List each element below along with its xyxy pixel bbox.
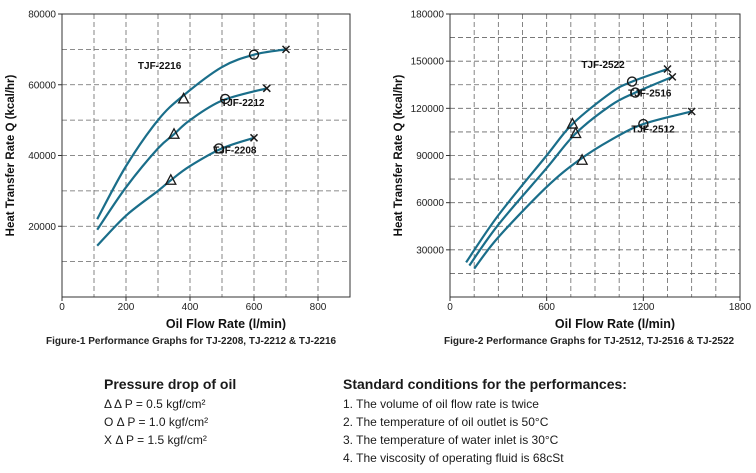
y-axis-label: Heat Transfer Rate Q (kcal/hr)	[393, 74, 405, 236]
marker-triangle-tjf-2512	[576, 153, 589, 165]
marker-x-tjf-2216	[281, 45, 291, 54]
x-axis-label: Oil Flow Rate (l/min)	[555, 317, 675, 330]
y-tick-label: 90000	[416, 151, 444, 162]
marker-triangle-tjf-2516	[569, 126, 582, 139]
condition-item: 2. The temperature of oil outlet is 50°C	[343, 415, 549, 429]
x-tick-label: 200	[118, 302, 135, 313]
series-label-tjf-2522: TJF-2522	[581, 60, 625, 71]
x-tick-label: 600	[538, 302, 555, 313]
marker-circle-tjf-2216	[248, 49, 260, 60]
series-line-tjf-2216	[96, 48, 287, 220]
grid	[450, 14, 740, 297]
y-tick-label: 120000	[411, 104, 445, 115]
marker-x-tjf-2516	[668, 72, 677, 81]
grid	[62, 14, 350, 297]
figure-2-caption: Figure-2 Performance Graphs for TJ-2512,…	[444, 336, 735, 347]
y-tick-label: 20000	[28, 222, 56, 233]
series-label-tjf-2212: TJF-2212	[221, 98, 265, 109]
marker-circle-tjf-2212	[219, 93, 231, 105]
x-tick-label: 800	[310, 302, 327, 313]
marker-x-tjf-2208	[249, 133, 259, 142]
series-line-tjf-2522	[465, 67, 668, 264]
marker-x-tjf-2522	[663, 64, 672, 74]
marker-triangle-tjf-2212	[167, 127, 181, 139]
y-tick-label: 60000	[28, 80, 56, 91]
marker-circle-tjf-2512	[638, 118, 649, 130]
x-tick-label: 1800	[729, 302, 752, 313]
pressure-drop-line-x: X Δ P = 1.5 kgf/cm²	[104, 433, 207, 447]
condition-item: 1. The volume of oil flow rate is twice	[343, 397, 539, 411]
x-tick-label: 0	[59, 302, 65, 313]
pressure-drop-legend: Pressure drop of oil Δ Δ P = 0.5 kgf/cm²…	[104, 376, 236, 449]
standard-conditions-title: Standard conditions for the performances…	[343, 376, 627, 392]
y-tick-label: 80000	[28, 10, 56, 21]
performance-chart-2: 0 600 1200 1800 30000 60000 90000 120000 150000 1…	[393, 10, 752, 331]
y-tick-label: 150000	[411, 57, 445, 68]
pressure-drop-line-triangle: Δ Δ P = 0.5 kgf/cm²	[104, 397, 206, 411]
x-tick-label: 1200	[632, 302, 655, 313]
series-label-tjf-2208: TJF-2208	[213, 146, 257, 157]
x-tick-label: 0	[447, 302, 453, 313]
pressure-drop-title: Pressure drop of oil	[104, 376, 237, 392]
marker-x-tjf-2212	[262, 84, 271, 93]
series-label-tjf-2216: TJF-2216	[138, 61, 182, 72]
x-tick-label: 600	[246, 302, 263, 313]
condition-item: 3. The temperature of water inlet is 30°…	[343, 433, 559, 447]
x-tick-label: 400	[182, 302, 199, 313]
y-tick-label: 30000	[416, 245, 444, 256]
marker-x-tjf-2512	[687, 107, 696, 116]
series-label-tjf-2516: TJF-2516	[628, 89, 672, 100]
marker-circle-tjf-2522	[626, 76, 638, 87]
figure-1-caption: Figure-1 Performance Graphs for TJ-2208,…	[46, 336, 337, 347]
marker-circle-tjf-2208	[213, 143, 225, 154]
pressure-drop-line-circle: O Δ P = 1.0 kgf/cm²	[104, 415, 209, 429]
y-tick-label: 180000	[411, 10, 445, 21]
y-tick-label: 60000	[416, 198, 444, 209]
series-label-tjf-2512: TJF-2512	[631, 125, 675, 136]
x-axis-label: Oil Flow Rate (l/min)	[166, 317, 286, 330]
performance-chart-1: 0 200 400 600 800 20000 40000 60000 80000 Oil Flo…	[5, 10, 351, 330]
marker-triangle-tjf-2208	[164, 173, 177, 185]
marker-circle-tjf-2516	[630, 87, 641, 98]
marker-triangle-tjf-2522	[566, 117, 579, 129]
y-axis-label: Heat Transfer Rate Q (kcal/hr)	[5, 74, 17, 236]
y-tick-label: 40000	[28, 151, 56, 162]
series-line-tjf-2516	[468, 75, 673, 267]
series-line-tjf-2208	[96, 136, 255, 247]
series-line-tjf-2212	[96, 87, 268, 231]
condition-item: 4. The viscosity of operating fluid is 6…	[343, 451, 564, 465]
standard-conditions: Standard conditions for the performances…	[343, 376, 627, 467]
marker-triangle-tjf-2216	[177, 92, 190, 104]
